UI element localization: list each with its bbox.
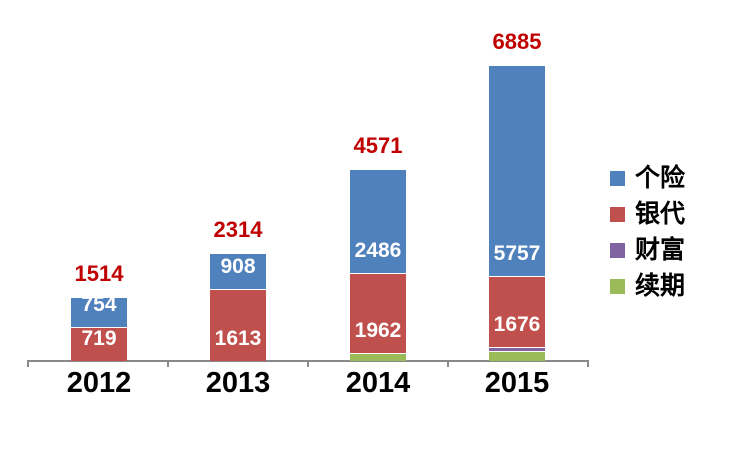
bar-value-label: 908: [220, 255, 256, 278]
bar-segment: 754: [71, 293, 127, 327]
bar-value-label: 754: [81, 293, 117, 316]
legend-label: 财富: [635, 235, 686, 264]
bar-total-label: 6885: [492, 29, 542, 54]
legend-item: 财富: [610, 232, 685, 268]
legend-label: 银代: [635, 199, 686, 228]
legend-item: 银代: [610, 196, 685, 232]
legend: 个险 银代 财富 续期: [610, 160, 685, 304]
bar-segment: 2486: [350, 169, 406, 273]
bar-segment: 1962: [350, 273, 406, 353]
bar-segment: [350, 353, 406, 361]
bar-value-label: 2486: [354, 239, 402, 262]
bar-total-label: 4571: [353, 133, 403, 158]
bar-segment: 1613: [210, 289, 266, 361]
bar-value-label: 1962: [354, 319, 402, 342]
x-axis-label: 2012: [66, 367, 132, 399]
bar-value-label: 1676: [493, 313, 541, 336]
bar-segment: 5757: [489, 65, 545, 276]
legend-item: 个险: [610, 160, 685, 196]
bar-total-label: 2314: [213, 217, 263, 242]
bar-value-label: 1613: [214, 327, 262, 350]
legend-swatch: [610, 278, 625, 294]
legend-swatch: [610, 242, 625, 258]
bar-segment: 1676: [489, 276, 545, 347]
bar-segment: 908: [210, 253, 266, 289]
legend-label: 续期: [635, 271, 686, 300]
x-axis-tick: [307, 360, 309, 367]
legend-swatch: [610, 170, 625, 186]
legend-label: 个险: [635, 163, 686, 192]
bar-total-label: 1514: [74, 261, 124, 286]
x-axis-label: 2013: [205, 367, 271, 399]
x-axis-tick: [447, 360, 449, 367]
bar-value-label: 719: [81, 327, 117, 350]
legend-item: 续期: [610, 268, 685, 304]
bar-segment: 719: [71, 327, 127, 361]
x-axis-label: 2014: [345, 367, 411, 399]
bar-segment: [489, 351, 545, 361]
x-axis-tick: [167, 360, 169, 367]
x-axis-tick: [587, 360, 589, 367]
bar-segment: [489, 347, 545, 351]
x-axis-label: 2015: [484, 367, 550, 399]
x-axis-tick: [27, 360, 29, 367]
legend-swatch: [610, 206, 625, 222]
bar-value-label: 5757: [493, 242, 541, 265]
